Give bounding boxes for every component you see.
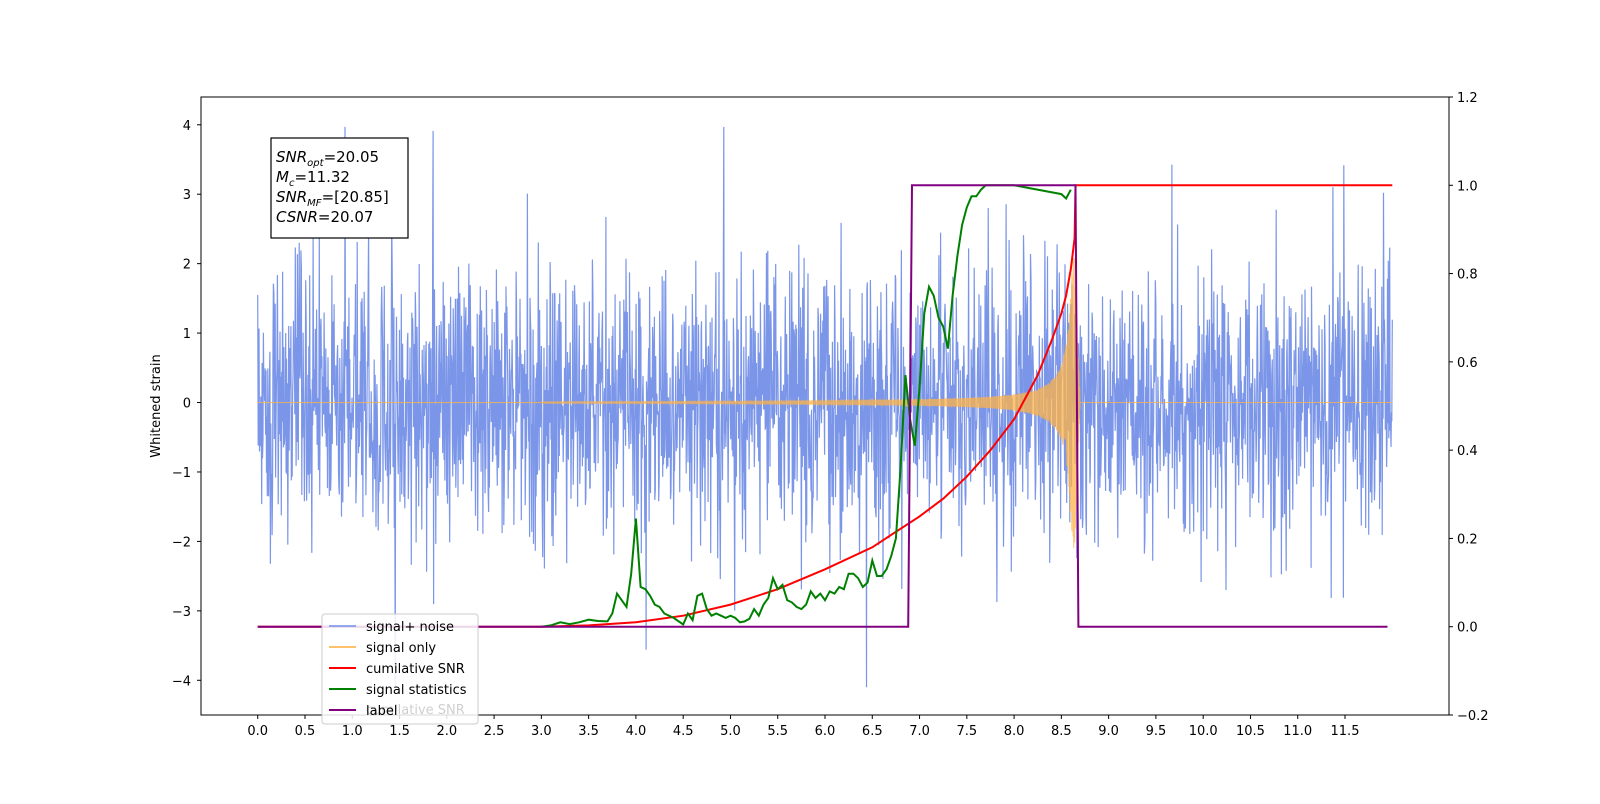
x-tick-label: 10.5 <box>1236 724 1265 739</box>
x-tick-label: 4.5 <box>673 724 694 739</box>
y-axis-label: Whitened strain <box>149 354 164 457</box>
x-tick-label: 8.5 <box>1051 724 1072 739</box>
series-label-line <box>257 184 1388 628</box>
x-tick-label: 9.0 <box>1098 724 1119 739</box>
annotation-line: CSNR=20.07 <box>276 208 373 226</box>
x-tick-label: 7.0 <box>909 724 930 739</box>
x-tick-label: 7.5 <box>956 724 977 739</box>
x-tick-label: 6.0 <box>815 724 836 739</box>
y-right-tick-label: 1.2 <box>1457 91 1478 106</box>
legend: cumilative SNR signal+ noise signal only cu… <box>321 613 479 725</box>
annotation-box: SNRopt=20.05Mc=11.32SNRMF=[20.85]CSNR=20… <box>270 137 409 239</box>
y-right-tick-label: 0.4 <box>1457 444 1478 459</box>
legend-label: signal statistics <box>366 683 467 698</box>
x-tick-label: 1.0 <box>342 724 363 739</box>
series-cumulative-snr-line <box>257 184 1393 628</box>
x-tick-label: 11.5 <box>1331 724 1360 739</box>
y-left-tick-label: 4 <box>183 119 191 134</box>
y-left-tick-label: −2 <box>172 535 191 550</box>
x-tick-label: 10.0 <box>1189 724 1218 739</box>
x-tick-label: 3.0 <box>531 724 552 739</box>
x-tick-label: 11.0 <box>1283 724 1312 739</box>
x-tick-label: 9.5 <box>1146 724 1167 739</box>
y-left-tick-label: −3 <box>172 605 191 620</box>
y-right-tick-label: 0.0 <box>1457 621 1478 636</box>
legend-ghost-text: cumilative SNR <box>366 703 465 718</box>
x-tick-label: 1.5 <box>389 724 410 739</box>
y-right-tick-label: 0.8 <box>1457 268 1478 283</box>
legend-frame <box>321 613 479 725</box>
y-right-tick-label: 0.2 <box>1457 532 1478 547</box>
series-signal-noise-line <box>257 126 1393 688</box>
x-tick-label: 5.0 <box>720 724 741 739</box>
x-tick-label: 8.0 <box>1004 724 1025 739</box>
y-right-axis: −0.2 0.0 0.2 0.4 0.6 0.8 1.0 1.2 <box>1449 91 1489 724</box>
annotation-line: Mc=11.32 <box>276 168 350 189</box>
legend-label: signal+ noise <box>366 620 454 635</box>
x-tick-label: 2.5 <box>484 724 505 739</box>
annotation-line: SNRMF=[20.85] <box>276 188 389 209</box>
series-signal-statistics-line <box>541 184 1072 628</box>
series-signal-only-line <box>257 258 1393 549</box>
annotation-frame <box>270 137 409 239</box>
legend-label: signal only <box>366 641 436 656</box>
y-right-tick-label: 0.6 <box>1457 356 1478 371</box>
x-tick-label: 3.5 <box>578 724 599 739</box>
legend-label: cumilative SNR <box>366 662 465 677</box>
x-tick-label: 4.0 <box>626 724 647 739</box>
legend-label: label <box>366 704 397 719</box>
x-tick-label: 5.5 <box>767 724 788 739</box>
x-tick-label: 0.5 <box>295 724 316 739</box>
plot-area <box>257 126 1393 688</box>
y-left-tick-label: 1 <box>183 327 191 342</box>
y-right-tick-label: −0.2 <box>1457 709 1489 724</box>
x-tick-label: 0.0 <box>247 724 268 739</box>
annotation-line: SNRopt=20.05 <box>276 148 379 169</box>
y-left-tick-label: −4 <box>172 674 191 689</box>
y-left-tick-label: −1 <box>172 466 191 481</box>
x-tick-label: 6.5 <box>862 724 883 739</box>
y-left-axis: −4 −3 −2 −1 0 1 2 3 4 <box>172 119 201 689</box>
y-left-tick-label: 2 <box>183 258 191 273</box>
y-left-tick-label: 3 <box>183 188 191 203</box>
y-left-tick-label: 0 <box>183 397 191 412</box>
x-tick-label: 2.0 <box>436 724 457 739</box>
y-right-tick-label: 1.0 <box>1457 179 1478 194</box>
x-axis: 0.0 0.5 1.0 1.5 2.0 2.5 3.0 3.5 4.0 4.5 5.0 5.5 6.0 6… <box>247 715 1359 739</box>
